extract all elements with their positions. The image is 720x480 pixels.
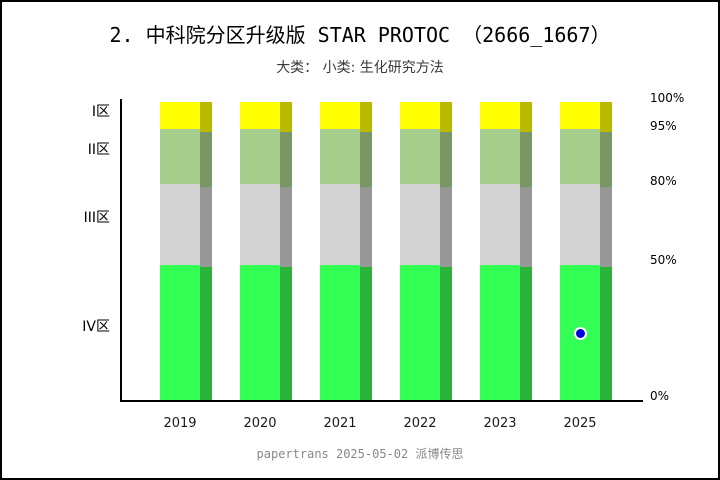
- bar-segment-shadow-III区: [440, 187, 452, 267]
- bar-segment-II区: [160, 129, 200, 184]
- bar-segment-II区: [320, 129, 360, 184]
- bar-segment-shadow-I区: [600, 102, 612, 132]
- bar-segment-shadow-I区: [360, 102, 372, 132]
- x-axis-line: [120, 400, 643, 402]
- zone-label-I区: I区: [91, 104, 110, 120]
- bar-segment-shadow-II区: [360, 132, 372, 187]
- bar-segment-shadow-II区: [440, 132, 452, 187]
- bar-segment-shadow-III区: [280, 187, 292, 267]
- x-axis-label: 2023: [483, 416, 517, 431]
- bar-segment-shadow-IV区: [600, 267, 612, 400]
- x-axis-label: 2019: [163, 416, 197, 431]
- bar-segment-shadow-II区: [200, 132, 212, 187]
- bar-segment-I区: [320, 102, 360, 129]
- bar-segment-II区: [480, 129, 520, 184]
- bar-segment-III区: [240, 184, 280, 265]
- bar-segment-shadow-I区: [440, 102, 452, 132]
- zone-label-II区: II区: [87, 142, 110, 158]
- bar-segment-III区: [400, 184, 440, 265]
- bar-segment-I区: [160, 102, 200, 129]
- bar-segment-IV区: [160, 265, 200, 400]
- bar-segment-IV区: [320, 265, 360, 400]
- bar-segment-shadow-III区: [200, 187, 212, 267]
- bar-segment-shadow-IV区: [360, 267, 372, 400]
- bar-segment-I区: [560, 102, 600, 129]
- bar-segment-IV区: [480, 265, 520, 400]
- right-tick-label: 0%: [650, 389, 670, 403]
- bar-segment-I区: [400, 102, 440, 129]
- bar-segment-II区: [560, 129, 600, 184]
- x-axis-label: 2022: [403, 416, 437, 431]
- bar-segment-shadow-II区: [280, 132, 292, 187]
- bar-segment-II区: [240, 129, 280, 184]
- chart-subtitle: 大类： 小类: 生化研究方法: [276, 60, 444, 76]
- right-tick-label: 50%: [650, 253, 677, 267]
- bar-segment-III区: [480, 184, 520, 265]
- x-axis-label: 2025: [563, 416, 597, 431]
- bar-segment-III区: [160, 184, 200, 265]
- bar-segment-shadow-IV区: [440, 267, 452, 400]
- bar-segment-shadow-I区: [200, 102, 212, 132]
- bar-segment-I区: [240, 102, 280, 129]
- bar-segment-shadow-I区: [520, 102, 532, 132]
- bar-segment-shadow-IV区: [280, 267, 292, 400]
- zone-label-IV区: IV区: [82, 319, 110, 335]
- right-tick-label: 100%: [650, 91, 685, 105]
- bar-segment-shadow-III区: [520, 187, 532, 267]
- bar-segment-shadow-II区: [600, 132, 612, 187]
- x-axis-label: 2021: [323, 416, 357, 431]
- bar-segment-IV区: [400, 265, 440, 400]
- x-axis-label: 2020: [243, 416, 277, 431]
- bar-segment-shadow-III区: [360, 187, 372, 267]
- bar-segment-IV区: [240, 265, 280, 400]
- bar-segment-III区: [560, 184, 600, 265]
- bar-segment-shadow-IV区: [200, 267, 212, 400]
- footer-watermark: papertrans 2025-05-02 派博传思: [256, 447, 464, 461]
- bar-segment-shadow-II区: [520, 132, 532, 187]
- right-tick-label: 95%: [650, 119, 677, 133]
- bar-segment-III区: [320, 184, 360, 265]
- chart-title: 2. 中科院分区升级版 STAR PROTOC （2666_1667）: [109, 23, 611, 47]
- right-tick-label: 80%: [650, 174, 677, 188]
- bar-segment-II区: [400, 129, 440, 184]
- data-point-marker: [573, 326, 587, 340]
- bar-segment-shadow-IV区: [520, 267, 532, 400]
- bar-segment-shadow-I区: [280, 102, 292, 132]
- bar-segment-I区: [480, 102, 520, 129]
- bar-segment-shadow-III区: [600, 187, 612, 267]
- zone-label-III区: III区: [83, 210, 110, 226]
- y-axis-line: [120, 99, 122, 402]
